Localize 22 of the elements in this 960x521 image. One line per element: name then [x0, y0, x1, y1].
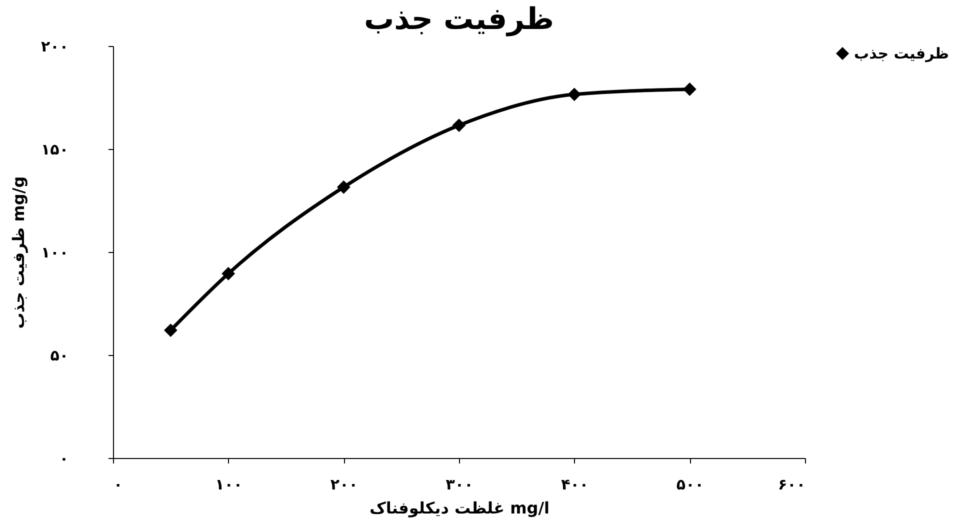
- x-tick-label: ۶۰۰: [778, 476, 806, 494]
- x-tick-label: ۵۰۰: [676, 476, 704, 494]
- point: [452, 118, 466, 132]
- point: [336, 180, 350, 194]
- x-tick-label: ۰: [114, 476, 123, 494]
- x-tick-label: ۲۰۰: [330, 476, 358, 494]
- y-tick-label: ۰: [59, 450, 68, 468]
- chart-title: ظرفیت جذب: [364, 2, 554, 37]
- x-tick-label: ۱۰۰: [215, 476, 243, 494]
- y-tick-label: ۲۰۰: [41, 38, 68, 56]
- y-tick-label: ۱۵۰: [41, 140, 68, 158]
- legend-label: ظرفیت جذب: [854, 44, 950, 62]
- x-tick-label: ۳۰۰: [446, 476, 474, 494]
- point: [682, 82, 696, 96]
- y-tick-label: ۱۰۰: [41, 244, 68, 262]
- point: [164, 324, 178, 337]
- point: [568, 88, 582, 102]
- point: [222, 266, 236, 280]
- y-tick-label: ۵۰: [50, 346, 68, 364]
- x-tick-label: ۴۰۰: [561, 476, 589, 494]
- x-axis-title: غلظت دیکلوفناک mg/l: [369, 498, 550, 518]
- y-axis-title: ظرفیت جذب mg/g: [9, 176, 28, 329]
